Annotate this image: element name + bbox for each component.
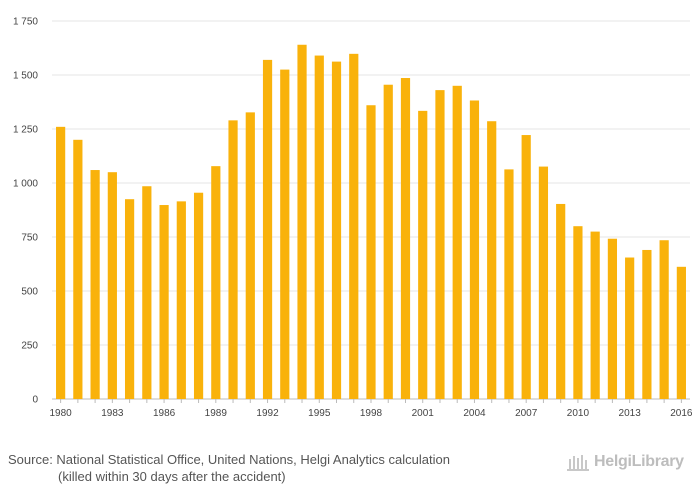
bar-2007 [521, 135, 531, 400]
bar-2008 [538, 166, 549, 399]
bar-1985 [142, 186, 152, 399]
bar-1986 [159, 205, 169, 399]
x-tick-label: 1986 [153, 408, 176, 419]
x-axis: 1980 1983 1986 1989 1992 1995 1998 2001 2004 2007… [49, 399, 693, 419]
bar-2004 [469, 100, 480, 400]
bar-1998 [366, 105, 376, 400]
bar-2015 [659, 240, 669, 399]
x-tick-label: 1980 [49, 408, 72, 419]
bar-1994 [297, 44, 307, 399]
source-note: Source: National Statistical Office, Uni… [8, 451, 450, 485]
bar-1983 [107, 172, 117, 399]
bar-2010 [573, 226, 583, 399]
bar-1989 [211, 166, 221, 399]
x-tick-label: 1998 [360, 408, 383, 419]
x-tick-label: 1983 [101, 408, 124, 419]
y-tick-label: 500 [21, 287, 38, 298]
bar-2000 [400, 78, 411, 400]
bar-1992 [262, 59, 273, 399]
bar-1995 [314, 55, 324, 400]
y-tick-label: 0 [32, 395, 38, 406]
y-tick-label: 750 [21, 233, 38, 244]
bar-1990 [228, 120, 238, 400]
y-tick-label: 1 500 [13, 71, 38, 82]
bar-1999 [383, 84, 393, 399]
bar-2001 [418, 110, 428, 400]
bar-1993 [280, 69, 290, 399]
y-tick-label: 250 [21, 341, 38, 352]
y-axis: 0 250 500 750 1 000 1 250 1 500 1 750 [13, 17, 38, 406]
bar-1997 [349, 53, 359, 399]
x-tick-label: 1989 [205, 408, 228, 419]
bar-2013 [625, 257, 635, 399]
bar-2006 [504, 169, 514, 399]
bar-1988 [193, 192, 204, 399]
bar-2014 [642, 249, 652, 399]
bar-2016 [676, 266, 686, 399]
bar-1984 [124, 199, 135, 399]
bar-1982 [90, 170, 100, 399]
bar-2002 [435, 90, 445, 400]
x-tick-label: 1992 [256, 408, 279, 419]
bar-2009 [556, 203, 566, 399]
bar-1987 [176, 201, 186, 399]
bar-1980 [56, 126, 66, 399]
bar-2003 [452, 85, 462, 400]
helgi-library-logo[interactable]: HelgiLibrary [566, 452, 684, 472]
x-tick-label: 2013 [619, 408, 642, 419]
bar-1981 [73, 139, 83, 400]
library-building-icon [567, 455, 589, 471]
y-tick-label: 1 750 [13, 17, 38, 28]
x-tick-label: 2010 [567, 408, 590, 419]
bar-2012 [607, 238, 618, 399]
x-tick-label: 1995 [308, 408, 331, 419]
source-line-2: (killed within 30 days after the acciden… [58, 469, 286, 484]
logo-text: HelgiLibrary [594, 453, 684, 470]
bar-1996 [331, 61, 342, 400]
x-tick-label: 2001 [412, 408, 435, 419]
y-tick-label: 1 250 [13, 125, 38, 136]
bar-2005 [487, 121, 497, 399]
x-tick-label: 2004 [463, 408, 486, 419]
bars [56, 44, 686, 400]
bar-2011 [590, 231, 600, 399]
source-line-1: Source: National Statistical Office, Uni… [8, 452, 450, 467]
bar-1991 [245, 112, 255, 400]
x-tick-label: 2007 [515, 408, 538, 419]
y-tick-label: 1 000 [13, 179, 38, 190]
x-tick-label: 2016 [670, 408, 693, 419]
